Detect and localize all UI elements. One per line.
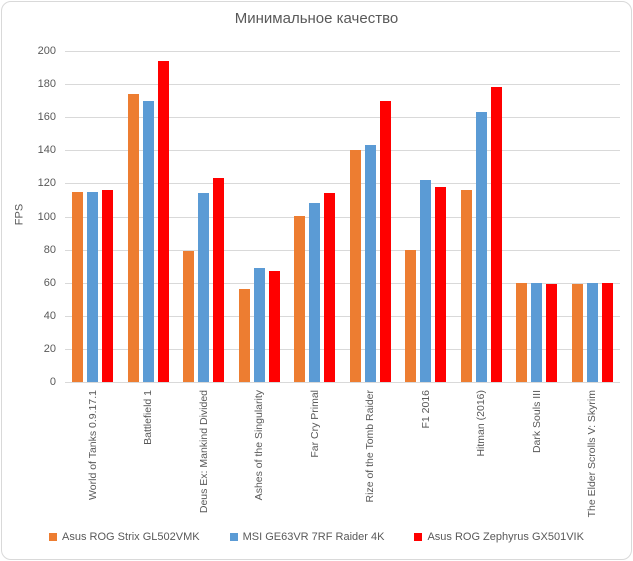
- gridline: [65, 250, 620, 251]
- y-tick-label: 0: [49, 376, 56, 388]
- bar: [213, 178, 224, 382]
- bar: [420, 180, 431, 382]
- y-tick-label: 100: [37, 211, 56, 223]
- bar: [143, 101, 154, 382]
- bar: [72, 192, 83, 382]
- x-axis-label: Rize of the Tomb Raider: [364, 390, 376, 503]
- x-axis-label: The Elder Scrolls V: Skyrim: [586, 390, 598, 518]
- bar: [309, 203, 320, 382]
- chart-title: Минимальное качество: [234, 10, 399, 27]
- gridline: [65, 84, 620, 85]
- bar: [102, 190, 113, 382]
- y-tick-label: 120: [37, 177, 56, 189]
- y-tick-label: 140: [37, 144, 56, 156]
- bar: [87, 192, 98, 382]
- plot-area: [65, 51, 620, 383]
- legend-color-swatch-icon: [49, 533, 58, 541]
- gridline: [65, 217, 620, 218]
- bar: [158, 61, 169, 382]
- bar: [491, 87, 502, 382]
- bar: [254, 268, 265, 382]
- x-axis-label: F1 2016: [420, 390, 432, 429]
- gridline: [65, 51, 620, 52]
- x-axis-label: Ashes of the Singularity: [253, 390, 265, 501]
- legend-label: MSI GE63VR 7RF Raider 4K: [242, 531, 385, 543]
- bar: [380, 101, 391, 382]
- legend-color-swatch-icon: [229, 533, 238, 541]
- bar: [198, 193, 209, 382]
- gridline: [65, 150, 620, 151]
- legend-item: MSI GE63VR 7RF Raider 4K: [229, 531, 385, 543]
- bar: [476, 112, 487, 382]
- y-tick-label: 180: [37, 78, 56, 90]
- gridline: [65, 117, 620, 118]
- bar: [183, 251, 194, 382]
- legend-label: Asus ROG Strix GL502VMK: [62, 531, 200, 543]
- gridline: [65, 316, 620, 317]
- x-axis-label: Dark Souls III: [531, 390, 543, 454]
- bar: [239, 289, 250, 382]
- bar: [461, 190, 472, 382]
- bar: [324, 193, 335, 382]
- bar: [350, 150, 361, 382]
- bar: [602, 283, 613, 382]
- bar: [365, 145, 376, 382]
- legend: Asus ROG Strix GL502VMK MSI GE63VR 7RF Ra…: [0, 531, 633, 543]
- x-axis-label: Deus Ex: Mankind Divided: [198, 390, 210, 514]
- y-tick-label: 80: [43, 244, 56, 256]
- bar: [294, 216, 305, 382]
- bar: [405, 250, 416, 382]
- bar: [435, 187, 446, 382]
- bar: [516, 283, 527, 382]
- y-tick-label: 40: [43, 310, 56, 322]
- legend-item: Asus ROG Strix GL502VMK: [49, 531, 200, 543]
- bar: [572, 284, 583, 382]
- bar: [546, 284, 557, 382]
- gridline: [65, 382, 620, 383]
- x-axis-label: World of Tanks 0.9.17.1: [87, 390, 99, 500]
- y-tick-label: 160: [37, 111, 56, 123]
- legend-label: Asus ROG Zephyrus GX501VIK: [427, 531, 584, 543]
- legend-color-swatch-icon: [414, 533, 423, 541]
- y-tick-label: 60: [43, 277, 56, 289]
- bar: [531, 283, 542, 382]
- x-axis-label: Battlefield 1: [142, 390, 154, 445]
- gridline: [65, 183, 620, 184]
- x-axis-label: Hitman (2016): [475, 390, 487, 457]
- x-axis-label: Far Cry Primal: [309, 390, 321, 458]
- bar: [269, 271, 280, 382]
- bar: [128, 94, 139, 382]
- y-tick-label: 200: [37, 45, 56, 57]
- gridline: [65, 349, 620, 350]
- y-tick-label: 20: [43, 343, 56, 355]
- bar: [587, 283, 598, 382]
- legend-item: Asus ROG Zephyrus GX501VIK: [414, 531, 584, 543]
- gridline: [65, 283, 620, 284]
